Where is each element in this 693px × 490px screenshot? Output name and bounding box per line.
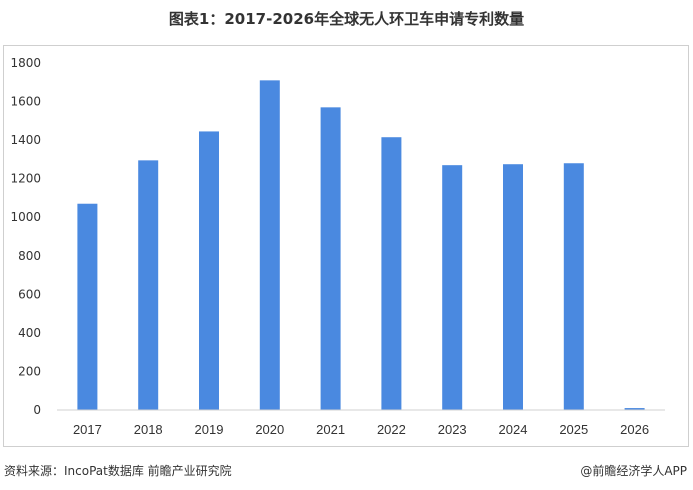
y-axis: 0 200 400 600 800 1000 1200 1400 1600 1800 (10, 56, 41, 417)
bar-2019 (199, 131, 219, 411)
x-tick-label: 2017 (73, 422, 102, 437)
y-tick-label: 1800 (10, 56, 41, 70)
y-tick-label: 1200 (10, 172, 41, 186)
x-tick-label: 2023 (438, 422, 467, 437)
bar-2020 (259, 80, 280, 410)
chart-frame (3, 45, 689, 447)
x-tick-label: 2024 (499, 422, 528, 437)
y-tick-label: 200 (18, 364, 41, 378)
bar-2024 (503, 164, 523, 410)
brand-credit: @前瞻经济学人APP (580, 464, 687, 478)
y-tick-label: 400 (18, 326, 41, 340)
source-note: 资料来源：IncoPat数据库 前瞻产业研究院 (4, 464, 232, 478)
y-tick-label: 1400 (10, 133, 41, 147)
bar-2022 (381, 137, 402, 410)
bar-2026 (624, 408, 645, 410)
bar-2025 (563, 163, 584, 410)
bar-2018 (138, 160, 159, 410)
x-axis: 2017 2018 2019 2020 2021 2022 2023 2024 2025 2026 (57, 409, 665, 437)
chart-title: 图表1：2017-2026年全球无人环卫车申请专利数量 (168, 10, 525, 28)
x-tick-label: 2022 (377, 422, 406, 437)
y-tick-label: 800 (18, 249, 41, 263)
y-tick-label: 0 (33, 403, 41, 417)
x-tick-label: 2019 (195, 422, 224, 437)
y-tick-label: 600 (18, 287, 41, 301)
bar-2021 (320, 107, 341, 410)
bar-2017 (77, 203, 98, 410)
bar-2023 (442, 165, 463, 410)
y-tick-label: 1600 (10, 95, 41, 109)
y-tick-label: 1000 (10, 210, 41, 224)
x-tick-label: 2020 (255, 422, 284, 437)
x-tick-label: 2018 (134, 422, 163, 437)
x-tick-label: 2026 (620, 422, 649, 437)
bars (77, 80, 645, 411)
x-tick-label: 2021 (316, 422, 345, 437)
x-tick-label: 2025 (559, 422, 588, 437)
